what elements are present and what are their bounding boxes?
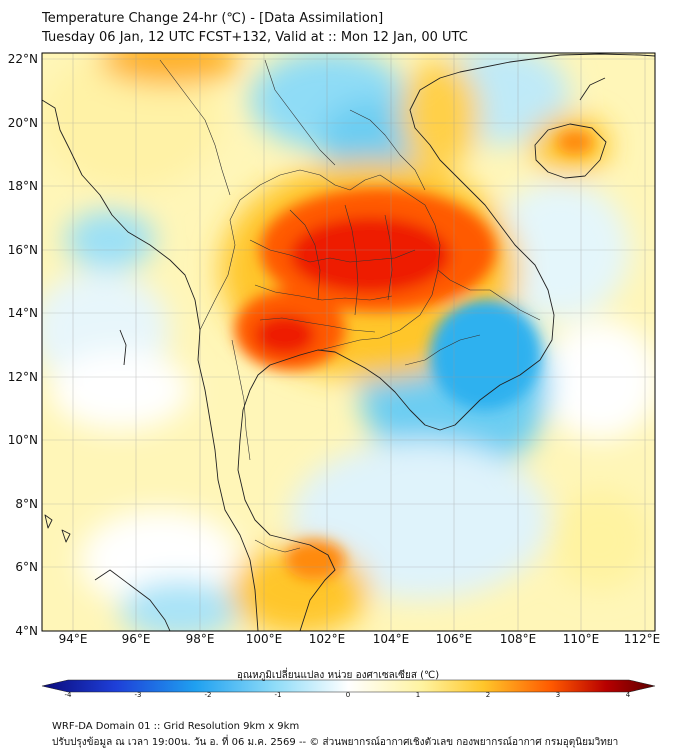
colorbar-tick: -1: [274, 691, 282, 699]
footer-model-info: WRF-DA Domain 01 :: Grid Resolution 9km …: [52, 721, 300, 732]
lat-label: 14°N: [7, 306, 38, 320]
colorbar-tick: 1: [415, 691, 421, 699]
map-subtitle: Tuesday 06 Jan, 12 UTC FCST+132, Valid a…: [42, 30, 468, 45]
lon-label: 102°E: [308, 632, 346, 646]
coastlines: [42, 53, 655, 631]
map-title: Temperature Change 24-hr (℃) - [Data Ass…: [42, 11, 384, 26]
colorbar-tick: -3: [134, 691, 142, 699]
colorbar: [41, 679, 656, 693]
lon-label: 98°E: [185, 632, 215, 646]
colorbar-title: อุณหภูมิเปลี่ยนแปลง หน่วย องศาเซลเซียส (…: [236, 670, 440, 681]
map-frame: [41, 52, 656, 632]
temperature-field: [42, 53, 655, 631]
colorbar-ramp: [41, 679, 656, 693]
colorbar-tick: 4: [625, 691, 631, 699]
colorbar-tick: -2: [204, 691, 212, 699]
lat-label: 18°N: [7, 179, 38, 193]
colorbar-tick: 0: [345, 691, 351, 699]
lon-label: 104°E: [372, 632, 410, 646]
colorbar-tick: 2: [485, 691, 491, 699]
lon-label: 94°E: [58, 632, 88, 646]
lat-label: 6°N: [15, 560, 38, 574]
lon-label: 112°E: [623, 632, 661, 646]
lat-label: 4°N: [15, 624, 38, 638]
lat-label: 8°N: [15, 497, 38, 511]
lat-label: 22°N: [7, 52, 38, 66]
lon-label: 108°E: [499, 632, 537, 646]
lat-label: 10°N: [7, 433, 38, 447]
footer-credit: ปรับปรุงข้อมูล ณ เวลา 19:00น. วัน อ. ที่…: [52, 737, 619, 748]
colorbar-tick: -4: [64, 691, 72, 699]
graticule: [42, 53, 655, 631]
lon-label: 96°E: [121, 632, 151, 646]
lat-label: 20°N: [7, 116, 38, 130]
country-borders: [159, 59, 541, 553]
lon-label: 106°E: [435, 632, 473, 646]
colorbar-tick: 3: [555, 691, 561, 699]
lat-label: 16°N: [7, 243, 38, 257]
lat-label: 12°N: [7, 370, 38, 384]
lon-label: 110°E: [562, 632, 600, 646]
lon-label: 100°E: [245, 632, 283, 646]
